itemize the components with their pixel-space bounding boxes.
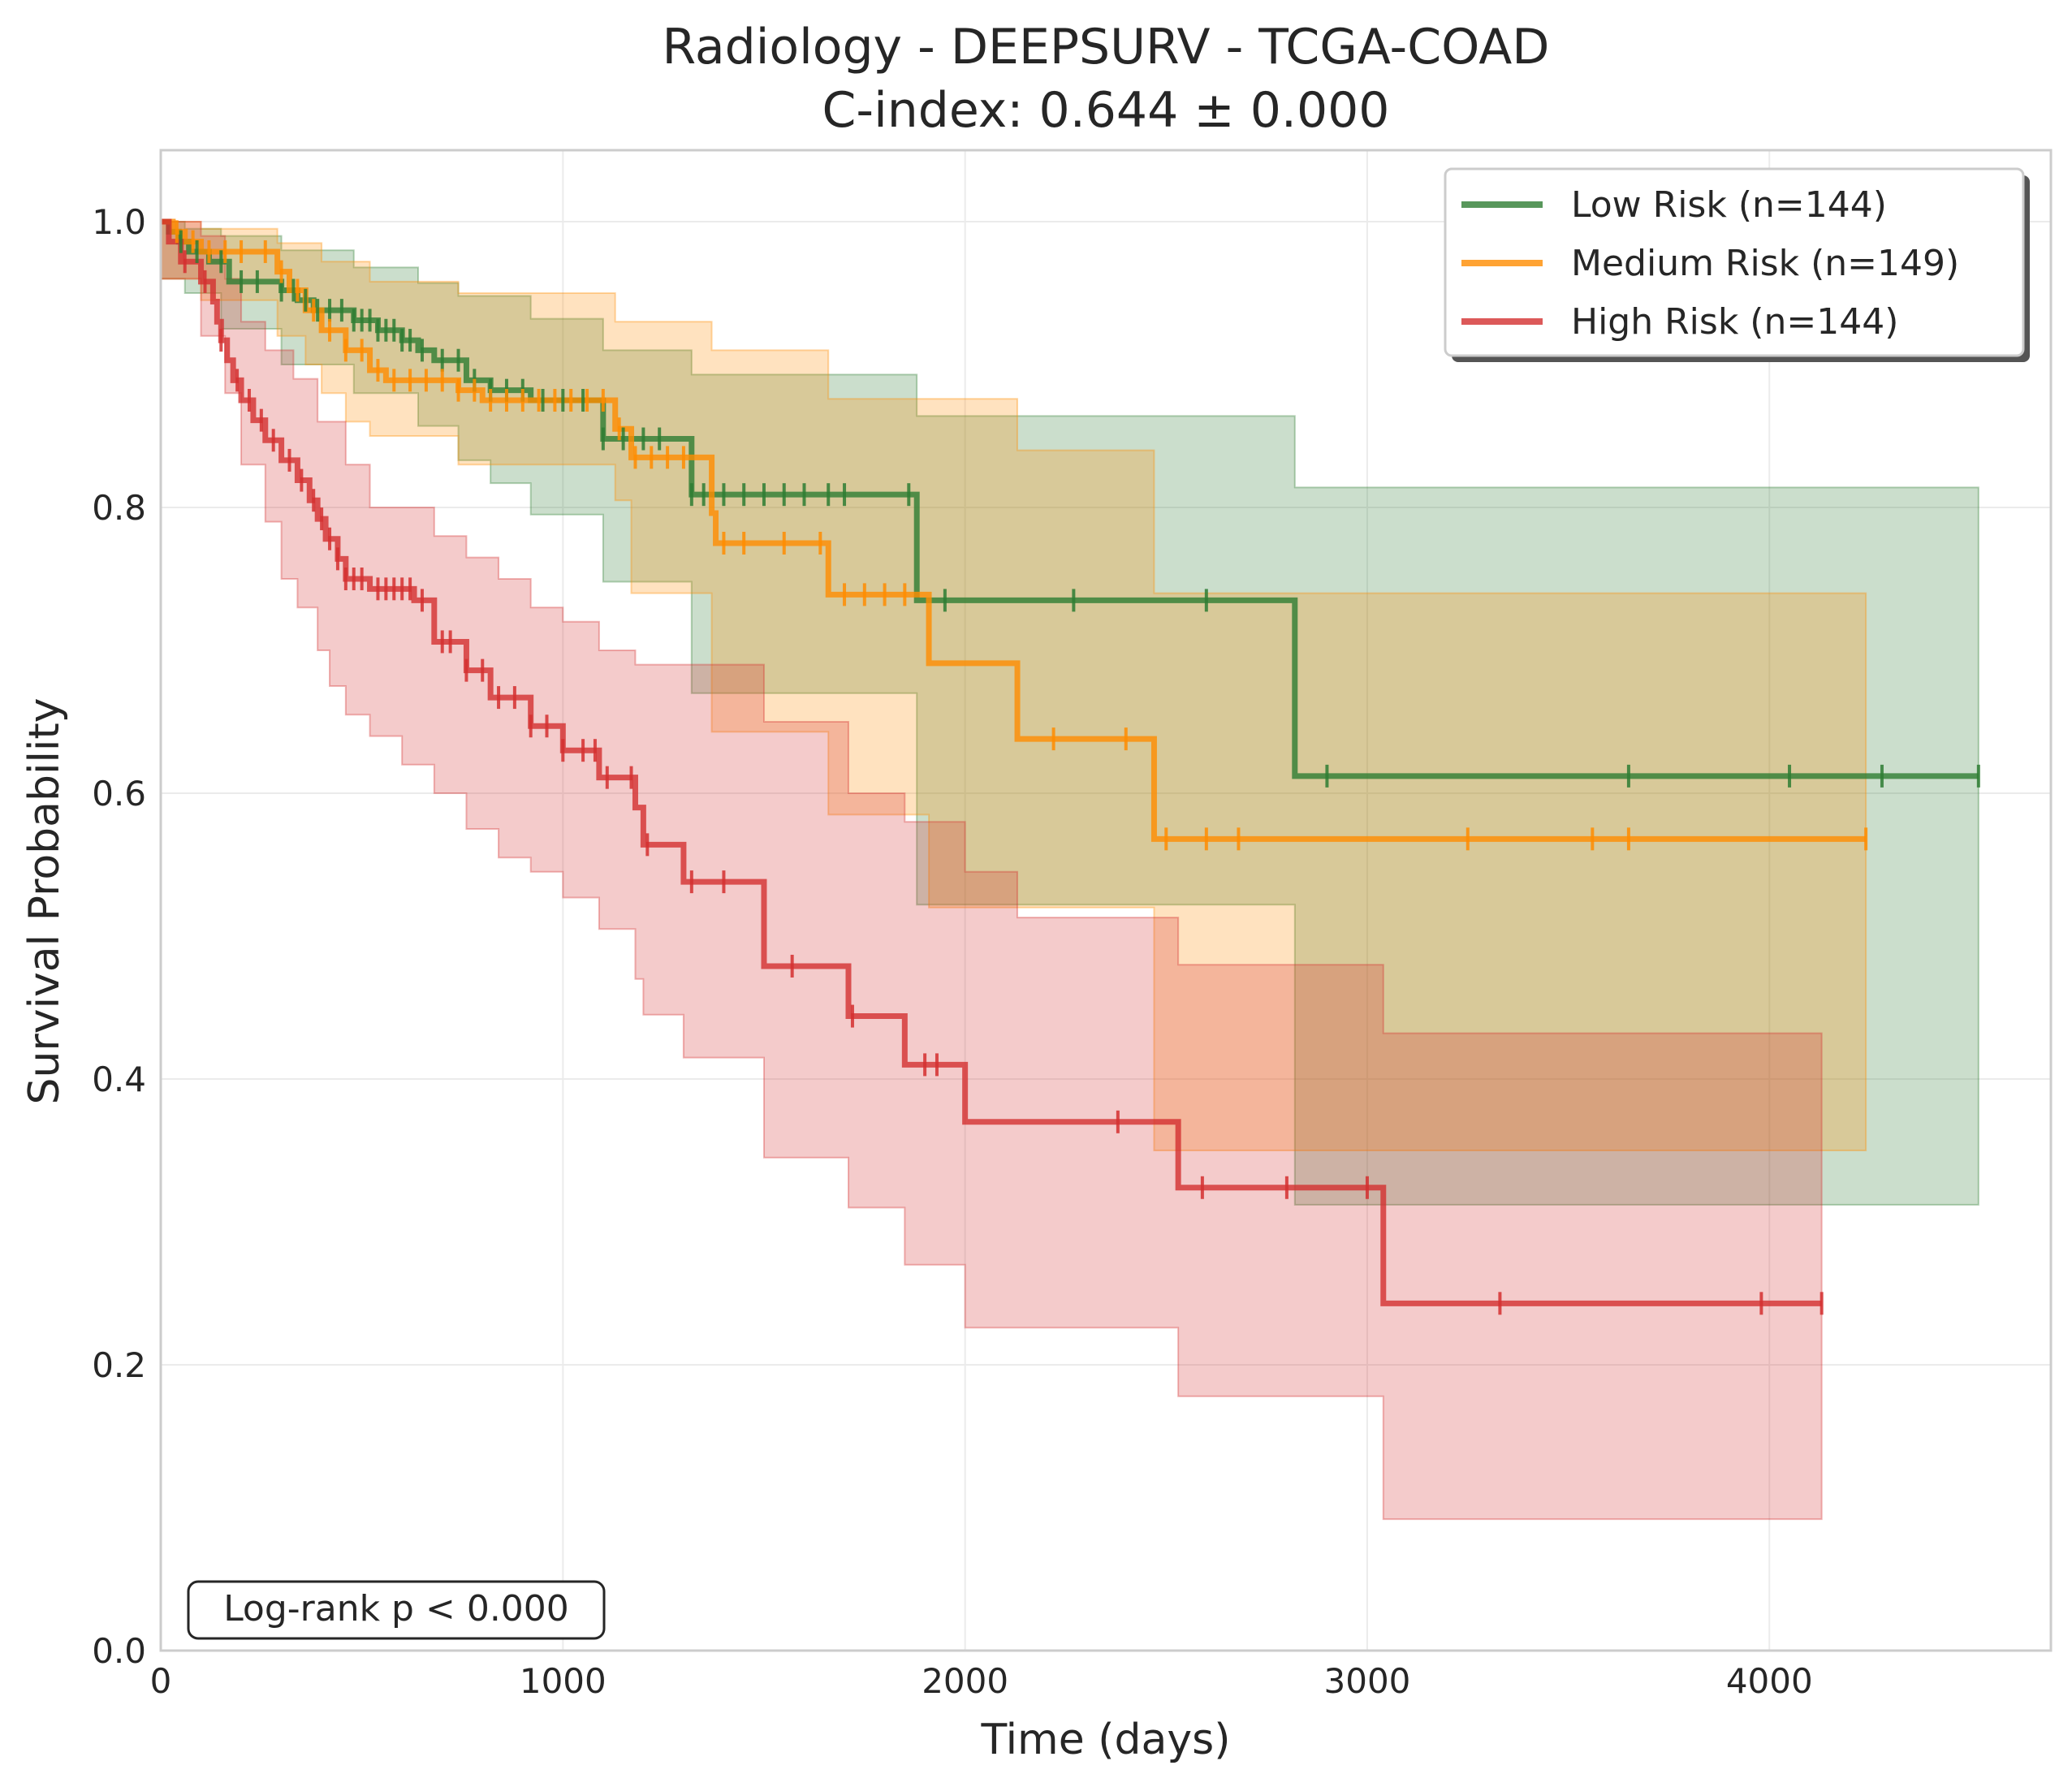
x-tick-label: 4000 (1726, 1661, 1813, 1701)
y-axis-label: Survival Probability (20, 697, 69, 1104)
x-axis-label: Time (days) (980, 1716, 1230, 1764)
y-tick-label: 0.8 (92, 488, 146, 528)
chart-subtitle: C-index: 0.644 ± 0.000 (822, 82, 1390, 139)
medium-risk-legend-label: Medium Risk (n=149) (1571, 243, 1959, 284)
y-tick-label: 0.4 (92, 1060, 146, 1099)
x-tick-label: 0 (150, 1661, 172, 1701)
logrank-annotation: Log-rank p < 0.000 (188, 1582, 604, 1638)
x-tick-label: 3000 (1324, 1661, 1411, 1701)
y-tick-label: 0.2 (92, 1345, 146, 1385)
annotation-text: Log-rank p < 0.000 (223, 1588, 569, 1629)
y-tick-label: 0.6 (92, 774, 146, 814)
x-tick-label: 1000 (520, 1661, 606, 1701)
chart-title: Radiology - DEEPSURV - TCGA-COAD (662, 19, 1549, 76)
low-risk-legend-label: Low Risk (n=144) (1571, 184, 1887, 226)
y-tick-label: 0.0 (92, 1631, 146, 1671)
y-tick-label: 1.0 (92, 202, 146, 242)
x-tick-label: 2000 (922, 1661, 1008, 1701)
legend: Low Risk (n=144) Medium Risk (n=149) High … (1445, 169, 2030, 362)
high-risk-legend-label: High Risk (n=144) (1571, 301, 1898, 343)
